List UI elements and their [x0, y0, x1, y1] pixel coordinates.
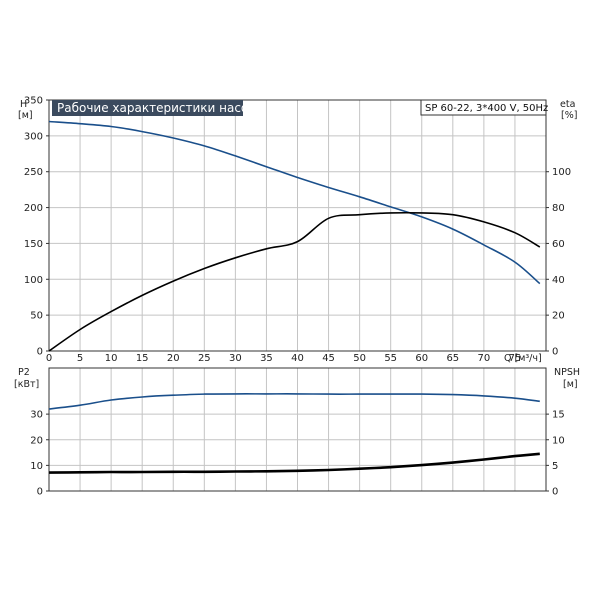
h-axis-tick-label: 0 [37, 347, 43, 358]
q-axis-tick-label: 75 [509, 353, 522, 364]
q-axis-tick-label: 55 [384, 353, 397, 364]
p2-axis-tick-label: 10 [30, 461, 43, 472]
bottom-right-axis-ticks: 0 5 10 15 [546, 410, 565, 498]
bottom-series-1-line [48, 393, 540, 410]
x-axis-ticks: 0 5 10 15 20 25 30 35 40 45 50 55 60 65 70 75 [46, 353, 521, 364]
q-axis-tick-label: 30 [229, 353, 242, 364]
eta-axis-tick-label: 0 [552, 347, 558, 358]
q-axis-tick-label: 40 [291, 353, 304, 364]
q-axis-tick-label: 25 [198, 353, 211, 364]
q-axis-tick-label: 50 [353, 353, 366, 364]
bottom-left-axis-ticks: 0 10 20 30 [30, 410, 49, 498]
bottom-panel-series [48, 393, 540, 474]
chart-title-background [52, 100, 243, 116]
npsh-axis-tick-label: 0 [552, 487, 558, 498]
p2-axis-unit: [кВт] [14, 379, 39, 390]
eta-axis-tick-label: 60 [552, 239, 565, 250]
h-axis-tick-label: 50 [30, 311, 43, 322]
eta-axis-tick-label: 20 [552, 311, 565, 322]
h-axis-label: H [20, 99, 27, 110]
q-axis-tick-label: 35 [260, 353, 273, 364]
npsh-axis-tick-label: 5 [552, 461, 558, 472]
p2-axis-tick-label: 30 [30, 410, 43, 421]
h-axis-tick-label: 350 [24, 96, 43, 107]
q-axis-tick-label: 10 [105, 353, 118, 364]
p2-axis-tick-label: 0 [37, 487, 43, 498]
top-right-axis-ticks: 0 20 40 60 80 100 [546, 167, 571, 358]
npsh-axis-tick-label: 10 [552, 435, 565, 446]
top-panel-frame [48, 99, 547, 352]
q-axis-tick-label: 15 [136, 353, 149, 364]
h-axis-tick-label: 300 [24, 131, 43, 142]
q-axis-tick-label: 5 [77, 353, 83, 364]
p2-axis-tick-label: 20 [30, 435, 43, 446]
bottom-series-2-line [48, 452, 540, 474]
h-axis-tick-label: 100 [24, 275, 43, 286]
eta-axis-tick-label: 100 [552, 167, 571, 178]
bottom-panel-frame [48, 367, 547, 492]
top-series-2-line [48, 211, 541, 352]
pump-info-box [420, 99, 547, 116]
eta-axis-tick-label: 80 [552, 203, 565, 214]
top-panel-grid [49, 99, 546, 351]
q-axis-tick-label: 70 [478, 353, 491, 364]
eta-axis-tick-label: 40 [552, 275, 565, 286]
pump-info-text: SP 60-22, 3*400 V, 50Hz [425, 103, 548, 114]
npsh-axis-label: NPSH [554, 367, 580, 378]
q-axis-tick-label: 65 [446, 353, 459, 364]
eta-axis-unit: [%] [561, 110, 577, 121]
h-axis-unit: [м] [18, 110, 33, 121]
top-series-1-line [48, 120, 541, 285]
h-axis-tick-label: 250 [24, 167, 43, 178]
eta-axis-label: eta [560, 99, 575, 110]
q-axis-label: Q [м³/ч] [504, 353, 542, 364]
h-axis-tick-label: 200 [24, 203, 43, 214]
npsh-axis-unit: [м] [563, 379, 578, 390]
h-axis-tick-label: 150 [24, 239, 43, 250]
q-axis-tick-label: 20 [167, 353, 180, 364]
npsh-axis-tick-label: 15 [552, 410, 565, 421]
top-left-axis-ticks: 0 50 100 150 200 250 300 350 [24, 96, 49, 358]
q-axis-tick-label: 60 [415, 353, 428, 364]
p2-axis-label: P2 [18, 367, 30, 378]
q-axis-tick-label: 0 [46, 353, 52, 364]
top-panel-series [48, 120, 541, 352]
q-axis-tick-label: 45 [322, 353, 335, 364]
chart-title: Рабочие характеристики насоса [57, 101, 262, 115]
